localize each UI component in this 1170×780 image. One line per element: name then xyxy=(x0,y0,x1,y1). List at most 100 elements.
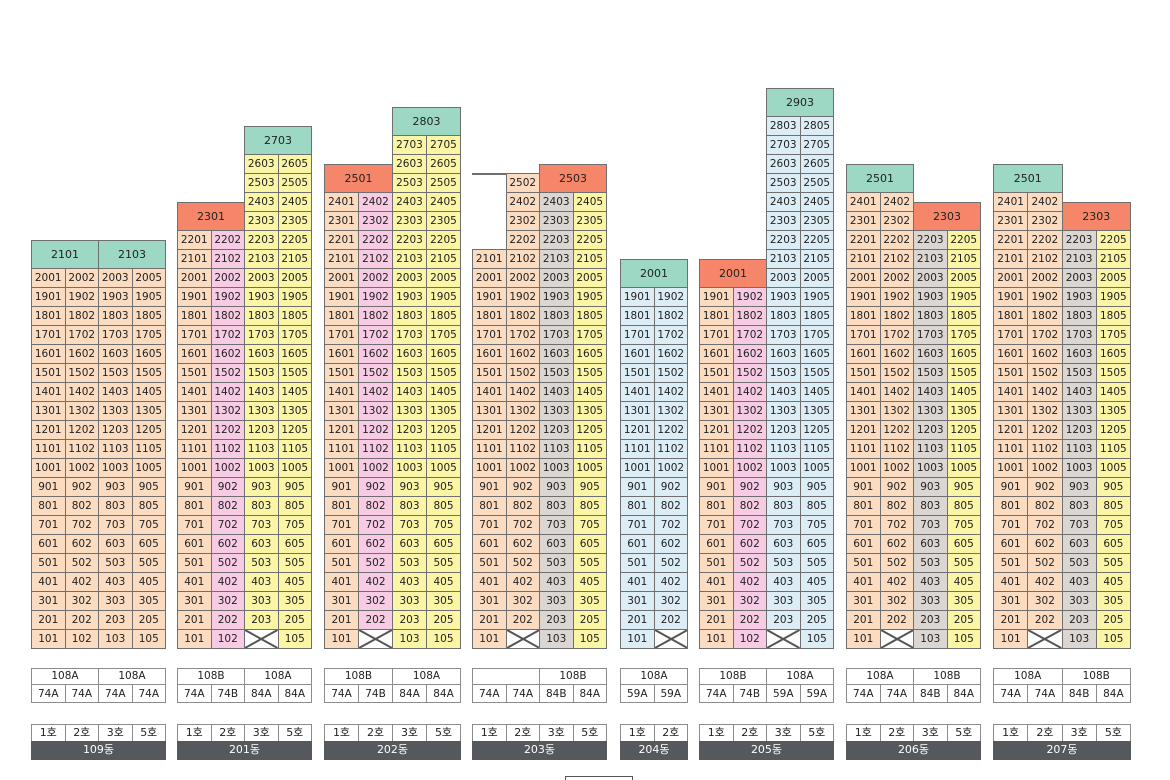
unit-type: 84B xyxy=(539,684,574,703)
unit-cell: 2102 xyxy=(1027,249,1063,269)
unit-cell: 1402 xyxy=(64,382,99,402)
unit-cell: 501 xyxy=(324,553,359,573)
unit-cell: 105 xyxy=(572,629,607,649)
unit-cell: 901 xyxy=(993,477,1029,497)
unit-cell: 1403 xyxy=(913,382,948,402)
unit-cell: 2402 xyxy=(879,192,914,212)
unit-cell: 2203 xyxy=(244,230,279,250)
unit-cell: 2605 xyxy=(426,154,461,174)
unit-cell: 502 xyxy=(653,553,688,573)
unit-cell: 1001 xyxy=(620,458,655,478)
building-label: 206동 xyxy=(846,741,981,760)
type-group: 108A xyxy=(31,668,99,685)
unit-cell: 2003 xyxy=(1061,268,1097,288)
unit-cell: 903 xyxy=(913,477,948,497)
unit-cell: 602 xyxy=(879,534,914,554)
unit-cell: 1102 xyxy=(64,439,99,459)
unit-cell: 1402 xyxy=(653,382,688,402)
unit-cell: 2505 xyxy=(799,173,834,193)
unit-cell: 2003 xyxy=(766,268,801,288)
unit-cell: 1305 xyxy=(277,401,312,421)
empty-unit xyxy=(505,629,540,649)
unit-cell: 1203 xyxy=(766,420,801,440)
unit-cell: 302 xyxy=(358,591,393,611)
unit-cell: 1305 xyxy=(946,401,981,421)
unit-cell: 1002 xyxy=(210,458,245,478)
unit-cell: 1002 xyxy=(505,458,540,478)
unit-cell: 2605 xyxy=(277,154,312,174)
unit-cell: 1802 xyxy=(1027,306,1063,326)
unit-cell: 202 xyxy=(653,610,688,630)
line-number: 5호 xyxy=(799,724,834,742)
unit-cell: 105 xyxy=(946,629,981,649)
unit-cell: 2003 xyxy=(392,268,427,288)
unit-cell: 1601 xyxy=(993,344,1029,364)
unit-cell: 2605 xyxy=(799,154,834,174)
type-group: 108A xyxy=(766,668,834,685)
unit-cell: 301 xyxy=(699,591,734,611)
building-label: 202동 xyxy=(324,741,461,760)
unit-cell: 1303 xyxy=(98,401,133,421)
unit-cell: 1602 xyxy=(358,344,393,364)
unit-cell: 1001 xyxy=(31,458,66,478)
unit-cell: 1802 xyxy=(653,306,688,326)
unit-cell: 801 xyxy=(324,496,359,516)
unit-cell: 1501 xyxy=(993,363,1029,383)
unit-cell: 403 xyxy=(1061,572,1097,592)
unit-cell: 1302 xyxy=(358,401,393,421)
unit-cell: 2003 xyxy=(98,268,133,288)
unit-cell: 2002 xyxy=(505,268,540,288)
unit-cell: 2603 xyxy=(244,154,279,174)
unit-cell: 2502 xyxy=(505,173,540,193)
unit-cell: 1601 xyxy=(31,344,66,364)
unit-cell: 2401 xyxy=(846,192,881,212)
unit-cell: 2402 xyxy=(1027,192,1063,212)
unit-cell: 2201 xyxy=(846,230,881,250)
unit-cell: 1801 xyxy=(324,306,359,326)
unit-cell: 401 xyxy=(846,572,881,592)
unit-cell: 1803 xyxy=(913,306,948,326)
unit-cell: 401 xyxy=(993,572,1029,592)
unit-cell: 103 xyxy=(913,629,948,649)
unit-cell: 1102 xyxy=(1027,439,1063,459)
unit-cell: 905 xyxy=(131,477,166,497)
unit-cell: 1502 xyxy=(732,363,767,383)
unit-cell: 2001 xyxy=(177,268,212,288)
unit-cell: 1902 xyxy=(505,287,540,307)
unit-cell: 802 xyxy=(1027,496,1063,516)
unit-cell: 1203 xyxy=(392,420,427,440)
unit-cell: 1805 xyxy=(426,306,461,326)
unit-cell: 1301 xyxy=(620,401,655,421)
unit-cell: 901 xyxy=(699,477,734,497)
unit-cell: 105 xyxy=(1095,629,1131,649)
unit-cell: 1703 xyxy=(539,325,574,345)
unit-cell: 2003 xyxy=(244,268,279,288)
unit-cell: 601 xyxy=(177,534,212,554)
unit-cell: 1701 xyxy=(31,325,66,345)
unit-cell: 1403 xyxy=(1061,382,1097,402)
unit-cell: 1902 xyxy=(358,287,393,307)
unit-cell: 903 xyxy=(244,477,279,497)
unit-cell: 2103 xyxy=(766,249,801,269)
unit-cell: 1603 xyxy=(913,344,948,364)
unit-cell: 2305 xyxy=(277,211,312,231)
unit-cell: 605 xyxy=(946,534,981,554)
unit-cell: 1702 xyxy=(358,325,393,345)
unit-cell: 2805 xyxy=(799,116,834,136)
unit-cell: 2505 xyxy=(426,173,461,193)
unit-cell: 1505 xyxy=(1095,363,1131,383)
unit-cell: 1902 xyxy=(653,287,688,307)
unit-cell: 2101 xyxy=(993,249,1029,269)
type-group: 108B xyxy=(324,668,393,685)
unit-cell: 2001 xyxy=(846,268,881,288)
unit-cell: 302 xyxy=(879,591,914,611)
unit-cell: 2803 xyxy=(766,116,801,136)
unit-type: 84A xyxy=(572,684,607,703)
unit-cell: 502 xyxy=(210,553,245,573)
unit-cell: 205 xyxy=(572,610,607,630)
type-group: 108B xyxy=(699,668,767,685)
unit-cell: 202 xyxy=(64,610,99,630)
unit-cell: 2105 xyxy=(1095,249,1131,269)
unit-cell: 101 xyxy=(324,629,359,649)
line-number: 3호 xyxy=(392,724,427,742)
